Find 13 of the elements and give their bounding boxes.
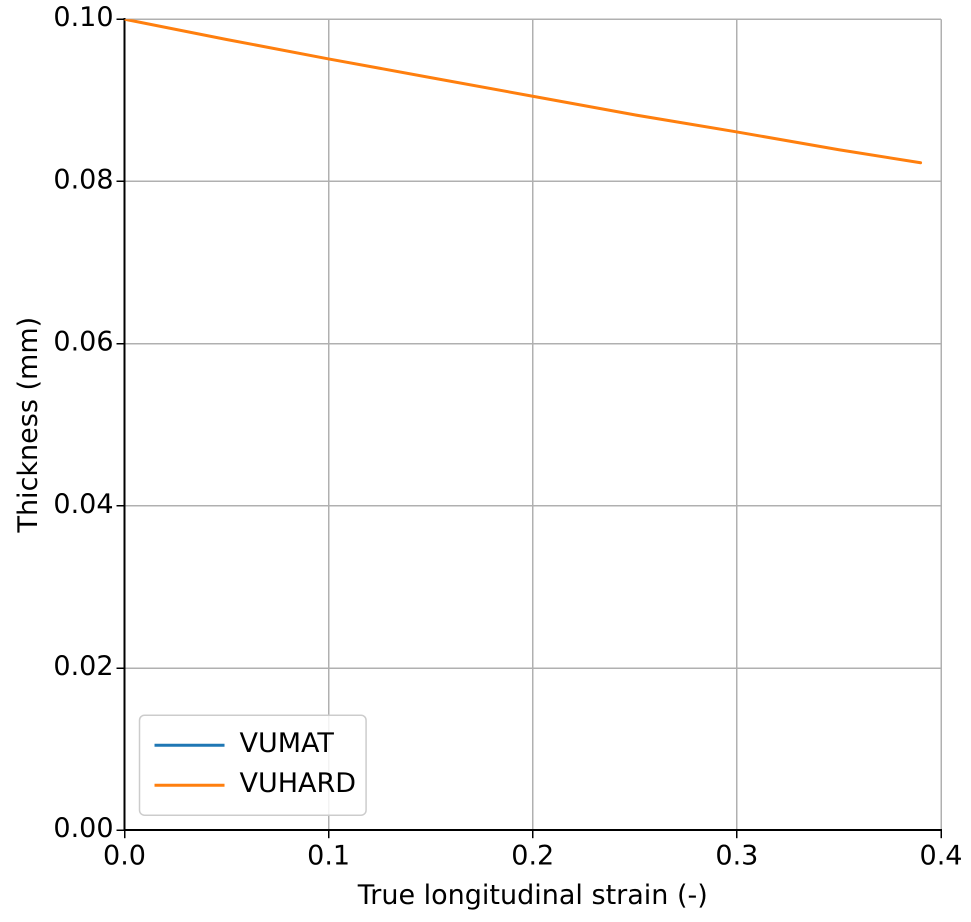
x-tick-label: 0.4 — [920, 840, 962, 872]
y-tick-label: 0.08 — [53, 164, 114, 196]
legend-label: VUHARD — [240, 768, 356, 800]
x-tick-label: 0.2 — [511, 840, 554, 872]
x-tick-label: 0.1 — [307, 840, 350, 872]
y-axis-title: Thickness (mm) — [13, 316, 44, 534]
legend-label: VUMAT — [240, 728, 334, 760]
x-axis-title: True longitudinal strain (-) — [356, 880, 708, 911]
y-tick-label: 0.02 — [53, 651, 114, 682]
x-tick-label: 0.3 — [715, 840, 758, 872]
y-tick-label: 0.04 — [53, 488, 114, 520]
y-tick-label: 0.10 — [53, 2, 114, 34]
y-tick-label: 0.06 — [53, 326, 114, 358]
